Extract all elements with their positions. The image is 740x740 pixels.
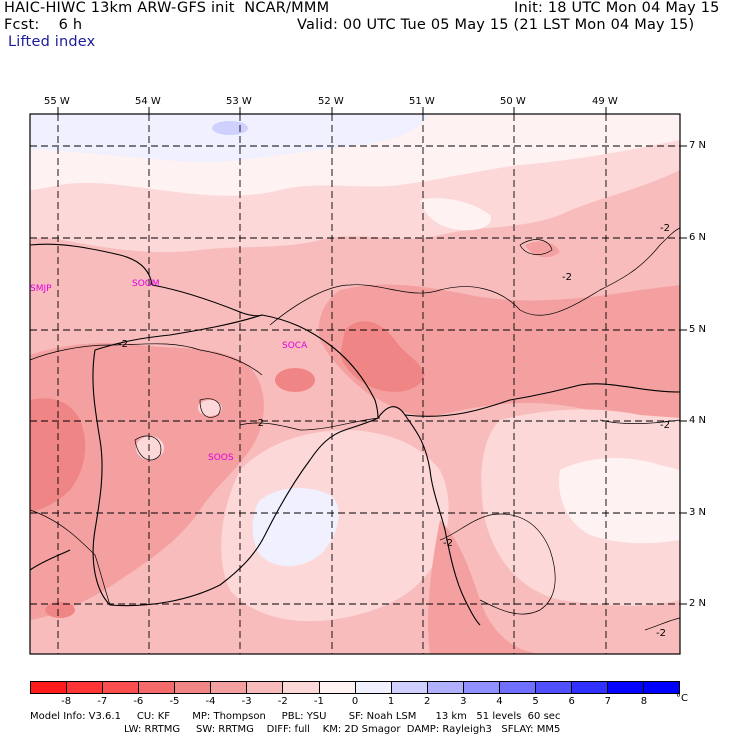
colorbar-tick-label: 8 bbox=[640, 696, 648, 707]
forecast-hour: Fcst: 6 h bbox=[4, 17, 83, 33]
station-label: SOGM bbox=[132, 279, 160, 289]
colorbar-cell bbox=[247, 682, 284, 693]
colorbar-cell bbox=[31, 682, 68, 693]
colorbar-cell bbox=[644, 682, 680, 693]
colorbar-tick-label: -7 bbox=[97, 696, 108, 707]
lat-label: 7 N bbox=[689, 140, 707, 151]
colorbar-tick-label: 4 bbox=[496, 696, 503, 707]
colorbar-tick-label: -5 bbox=[169, 696, 180, 707]
lat-label: 5 N bbox=[689, 324, 707, 335]
colorbar-cell bbox=[175, 682, 212, 693]
colorbar-tick-label: 6 bbox=[568, 696, 575, 707]
contour-label: -2 bbox=[660, 223, 670, 234]
lat-label: 2 N bbox=[689, 598, 707, 609]
lat-label: 6 N bbox=[689, 232, 707, 243]
shaded-field bbox=[30, 114, 680, 654]
colorbar-cell bbox=[319, 682, 356, 693]
lon-label: 49 W bbox=[592, 96, 618, 107]
colorbar-cell bbox=[103, 682, 140, 693]
map-frame bbox=[29, 113, 681, 655]
colorbar-cell bbox=[535, 682, 572, 693]
colorbar-tick-label: 0 bbox=[351, 696, 359, 707]
contour-label: -2 bbox=[656, 628, 666, 639]
coastlines-borders bbox=[29, 243, 681, 626]
station-label: SMJP bbox=[30, 284, 52, 294]
colorbar-cell bbox=[571, 682, 608, 693]
colorbar-cell bbox=[391, 682, 428, 693]
colorbar-tick-label: -3 bbox=[241, 696, 252, 707]
station-label: SOCA bbox=[282, 341, 308, 351]
station-label: SOOS bbox=[208, 453, 234, 463]
colorbar-tick-label: 2 bbox=[424, 696, 431, 707]
footer-model-info: Model Info: V3.6.1 CU: KF MP: Thompson P… bbox=[30, 711, 561, 722]
colorbar-tick-label: -2 bbox=[277, 696, 288, 707]
colorbar bbox=[30, 681, 680, 694]
init-time: Init: 18 UTC Mon 04 May 15 bbox=[514, 0, 720, 16]
colorbar-tick-label: -4 bbox=[205, 696, 216, 707]
colorbar-tick-label: 3 bbox=[460, 696, 467, 707]
colorbar-tick-label: -6 bbox=[133, 696, 144, 707]
lon-label: 52 W bbox=[318, 96, 344, 107]
colorbar-tick-label: -8 bbox=[61, 696, 72, 707]
colorbar-cell bbox=[67, 682, 104, 693]
colorbar-tick-label: 1 bbox=[387, 696, 395, 707]
colorbar-cell bbox=[427, 682, 464, 693]
lon-label: 50 W bbox=[500, 96, 526, 107]
colorbar-cell bbox=[211, 682, 248, 693]
lat-lon-grid bbox=[30, 114, 680, 654]
lon-label: 55 W bbox=[44, 96, 70, 107]
colorbar-cell bbox=[499, 682, 536, 693]
frame-ticks bbox=[57, 107, 687, 605]
colorbar-cell bbox=[283, 682, 320, 693]
colorbar-cell bbox=[608, 682, 645, 693]
contour-label-group: -2 -2 -2 -2 -2 -2 -2 bbox=[118, 223, 670, 639]
colorbar-tick-label: 7 bbox=[604, 696, 611, 707]
contour-label: -2 bbox=[254, 418, 264, 429]
colorbar-cell bbox=[463, 682, 500, 693]
colorbar-cell bbox=[139, 682, 176, 693]
colorbar-cell bbox=[355, 682, 392, 693]
model-title: HAIC-HIWC 13km ARW-GFS init NCAR/MMM bbox=[4, 0, 330, 16]
field-name: Lifted index bbox=[8, 34, 96, 50]
lat-label: 3 N bbox=[689, 507, 707, 518]
contour-label: -2 bbox=[660, 420, 670, 431]
footer-physics-info: LW: RRTMG SW: RRTMG DIFF: full KM: 2D Sm… bbox=[124, 724, 561, 735]
colorbar-unit: °C bbox=[676, 693, 688, 704]
valid-time: Valid: 00 UTC Tue 05 May 15 (21 LST Mon … bbox=[297, 17, 695, 33]
contour-label: -2 bbox=[443, 538, 453, 549]
lon-label: 51 W bbox=[409, 96, 435, 107]
lon-label: 53 W bbox=[226, 96, 252, 107]
contour-label: -2 bbox=[118, 339, 128, 350]
colorbar-tick-label: 5 bbox=[532, 696, 539, 707]
lon-label: 54 W bbox=[135, 96, 161, 107]
colorbar-tick-label: -1 bbox=[313, 696, 324, 707]
lat-label: 4 N bbox=[689, 415, 707, 426]
contour-label: -2 bbox=[562, 272, 572, 283]
contour-lines bbox=[29, 227, 681, 631]
